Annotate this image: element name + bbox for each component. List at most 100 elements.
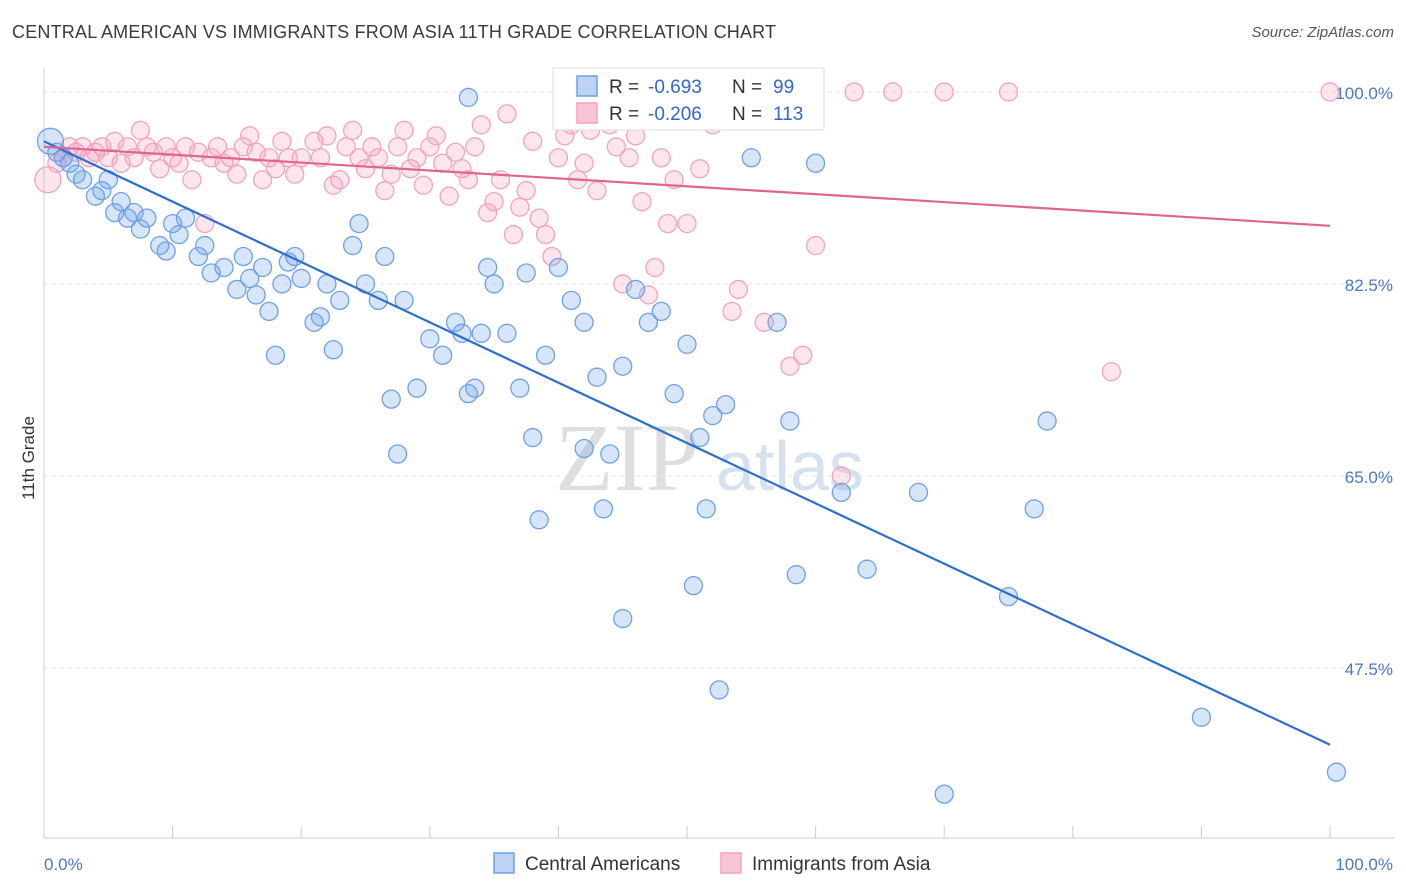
data-point [934, 82, 954, 102]
legend-swatch-central-americans [576, 75, 598, 97]
x-tick-label-left: 0.0% [44, 855, 83, 874]
data-point [387, 137, 408, 157]
data-point [272, 274, 292, 294]
data-point [934, 784, 954, 804]
series-immigrants-from-asia-points [34, 82, 1340, 486]
data-point [465, 378, 485, 398]
data-point [805, 153, 826, 173]
data-point [664, 384, 684, 404]
data-point [285, 164, 305, 184]
data-point [330, 170, 350, 190]
data-point [156, 241, 176, 261]
data-point [362, 137, 382, 157]
data-point [330, 290, 350, 311]
data-point [574, 153, 594, 173]
data-point [342, 235, 363, 256]
data-point [323, 340, 344, 360]
data-point [715, 394, 736, 415]
data-point [542, 246, 562, 267]
data-point [265, 345, 286, 365]
data-point [805, 235, 826, 256]
chart-title: CENTRAL AMERICAN VS IMMIGRANTS FROM ASIA… [12, 22, 777, 42]
data-point [259, 148, 279, 168]
data-point [529, 510, 549, 530]
data-point [1320, 82, 1340, 102]
data-point [381, 389, 401, 409]
data-point [741, 148, 761, 168]
legend-n-label-1: N = [732, 104, 762, 125]
data-point [92, 181, 112, 201]
y-tick-label: 82.5% [1345, 276, 1393, 295]
trend-line [43, 145, 1331, 227]
watermark-zip: ZIP [555, 404, 699, 511]
data-point [548, 257, 569, 278]
legend-r-value-1: -0.206 [648, 104, 702, 125]
data-point [529, 208, 549, 228]
chart-source: Source: ZipAtlas.com [1251, 24, 1394, 41]
data-point [478, 257, 498, 278]
data-point [175, 208, 196, 228]
data-point [252, 170, 273, 190]
legend-box [552, 67, 825, 131]
data-point [227, 279, 247, 300]
data-point [831, 466, 851, 486]
data-point [394, 120, 414, 140]
data-point [510, 197, 530, 217]
data-point [587, 367, 607, 387]
data-point [484, 192, 504, 212]
data-point [767, 312, 787, 332]
data-point [420, 329, 440, 349]
data-point [471, 323, 491, 343]
data-point [593, 499, 614, 519]
data-point [246, 285, 266, 305]
data-point [433, 345, 453, 365]
data-point [613, 356, 633, 376]
data-point [548, 148, 569, 168]
data-point [445, 312, 466, 332]
legend-r-value-0: -0.693 [648, 77, 702, 98]
data-point [439, 186, 459, 206]
data-point [387, 444, 408, 464]
data-point [342, 120, 363, 140]
data-point [310, 148, 331, 168]
x-tick-label-right: 100.0% [1335, 855, 1393, 874]
data-point [420, 137, 440, 157]
data-point [510, 378, 530, 398]
data-point [156, 137, 176, 157]
data-point [130, 120, 151, 140]
legend-r-label-1: R = [609, 104, 639, 125]
bottom-legend-swatch-immigrants-from-asia [720, 852, 742, 874]
data-point [188, 246, 208, 267]
data-point [690, 159, 710, 179]
data-point [291, 268, 311, 289]
data-point [1024, 499, 1044, 519]
data-point [252, 257, 273, 278]
data-point [182, 170, 202, 190]
axes [43, 68, 1394, 839]
data-point [883, 82, 903, 102]
data-point [728, 279, 749, 300]
data-point [381, 164, 401, 184]
grid-lines [44, 91, 1394, 669]
bottom-legend-label-immigrants-from-asia: Immigrants from Asia [752, 854, 931, 875]
data-point [130, 219, 151, 239]
data-point [497, 104, 517, 124]
data-point [651, 301, 671, 322]
data-point [72, 170, 93, 190]
data-point [478, 202, 498, 223]
data-point [677, 334, 697, 354]
data-point [786, 565, 806, 585]
data-point [349, 213, 369, 234]
data-point [535, 345, 556, 365]
data-point [195, 235, 215, 256]
y-tick-label: 47.5% [1345, 660, 1393, 679]
data-point [227, 164, 247, 184]
data-point [908, 482, 929, 503]
data-point [233, 246, 253, 267]
data-point [355, 159, 376, 179]
data-point [574, 312, 594, 332]
data-point [651, 148, 671, 168]
legend-swatch-immigrants-from-asia [576, 102, 598, 124]
data-point [658, 213, 678, 234]
